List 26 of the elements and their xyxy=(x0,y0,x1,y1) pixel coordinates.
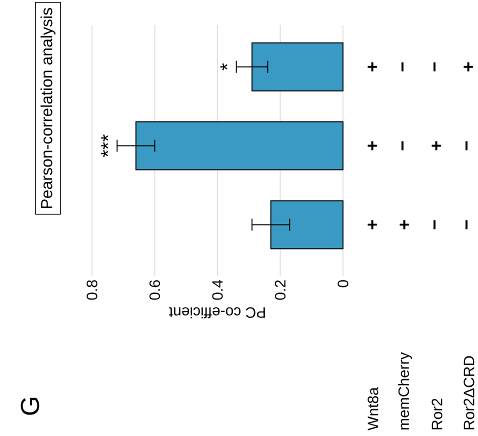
text: + xyxy=(368,141,377,150)
text: − xyxy=(402,141,404,150)
text: G xyxy=(20,398,40,415)
text: − xyxy=(466,141,468,150)
x-tick-label: 0.6 xyxy=(149,280,160,300)
x-tick-label: 0.4 xyxy=(212,280,223,300)
x-tick-label: 0.8 xyxy=(86,280,98,300)
text: Ror2ΔCRD xyxy=(464,356,474,430)
text: Pearson-correlation analysis xyxy=(40,8,56,208)
x-tick-label: 0.2 xyxy=(274,280,286,300)
text: + xyxy=(432,141,441,150)
text: + xyxy=(368,62,377,72)
text: + xyxy=(464,62,473,72)
x-tick-label: 0 xyxy=(338,280,348,288)
text: − xyxy=(434,62,436,72)
x-axis-title: PC co-efficient xyxy=(168,307,265,318)
text: − xyxy=(466,220,468,230)
data-label: * xyxy=(220,63,228,70)
text: Ror2 xyxy=(432,398,442,430)
text: − xyxy=(402,62,404,72)
text: + xyxy=(368,220,377,230)
data-label: *** xyxy=(101,134,108,158)
text: − xyxy=(434,220,436,230)
text: memCherry xyxy=(398,352,412,430)
text: Wnt8a xyxy=(368,387,378,430)
text: + xyxy=(400,220,409,230)
